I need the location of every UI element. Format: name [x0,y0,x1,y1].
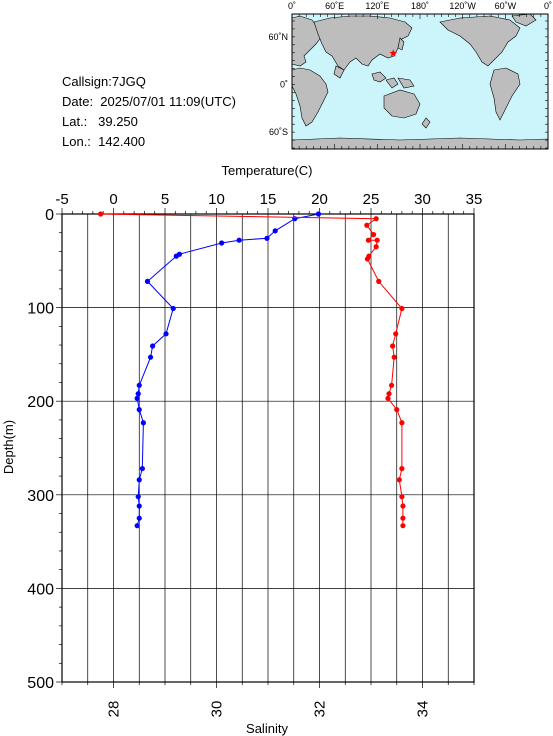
temperature-tick-label: -5 [55,191,68,208]
salinity-data-point [386,391,392,397]
salinity-ticks: 28 30 32 34 [61,682,475,718]
salinity-data-point [400,515,406,521]
temperature-data-point [136,515,142,521]
temperature-tick-label: 20 [311,191,328,208]
salinity-data-point [364,256,370,262]
temperature-profile-line [136,213,319,526]
temperature-data-point [140,420,146,426]
map-longitude-label: 60˚E [325,1,344,11]
salinity-data-point [399,420,405,426]
depth-tick-label: 0 [45,207,54,224]
map-latitude-label: 60˚N [268,32,288,42]
salinity-data-point [393,331,399,337]
temperature-data-point [134,523,140,529]
map-longitude-label: 0˚ [544,1,552,11]
depth-tick-label: 400 [27,581,54,598]
salinity-data-point [400,523,406,529]
map-tick-marks [291,14,549,149]
station-marker-icon [389,49,398,57]
latitude-text: Lat.: 39.250 [62,114,138,129]
temperature-data-point [135,494,141,500]
temperature-tick-label: 15 [260,191,277,208]
callsign-text: Callsign:7JGQ [62,74,146,89]
chart-series [98,211,406,529]
map-longitude-label: 0˚ [288,1,296,11]
salinity-data-point [374,237,380,243]
salinity-data-point [399,465,405,472]
temperature-data-point [272,228,278,234]
temperature-data-point [236,237,242,243]
temperature-tick-label: 30 [414,191,431,208]
salinity-data-point [364,222,370,228]
salinity-tick-label: 30 [209,701,226,718]
salinity-tick-label: 32 [312,701,329,718]
depth-axis-label: Depth(m) [1,420,16,474]
salinity-axis-label: Salinity [246,721,288,736]
map-longitude-label: 120˚W [449,1,476,11]
salinity-data-point [394,407,400,413]
depth-tick-label: 200 [27,394,54,411]
temperature-data-point [170,305,176,312]
temperature-data-point [219,240,225,246]
salinity-data-point [399,305,405,312]
temperature-data-point [136,382,142,388]
salinity-data-point [365,237,372,243]
salinity-data-point [373,244,379,250]
temperature-tick-label: 25 [363,191,380,208]
temperature-data-point [147,354,154,360]
salinity-data-point [389,382,395,388]
temperature-data-point [144,278,151,284]
depth-tick-label: 500 [27,675,54,692]
map-longitude-label: 180˚ [411,1,429,11]
salinity-tick-label: 28 [106,701,123,718]
map-longitude-label: 120˚E [365,1,389,11]
temperature-data-point [136,407,142,413]
salinity-tick-label: 34 [415,701,432,718]
date-text: Date: 2025/07/01 11:09(UTC) [62,94,236,109]
salinity-data-point [399,494,405,500]
temperature-data-point [135,391,141,397]
temperature-tick-label: 5 [161,191,169,208]
salinity-data-point [396,477,402,483]
map-land [291,13,549,150]
salinity-data-point [370,231,377,238]
salinity-data-point [400,503,406,509]
temperature-data-point [150,343,156,349]
station-info: Callsign:7JGQ Date: 2025/07/01 11:09(UTC… [62,72,236,152]
salinity-data-point [98,211,104,217]
salinity-data-point [376,278,382,284]
depth-ticks: 0 100 200 300 400 500 [27,207,62,692]
temperature-tick-label: 10 [208,191,225,208]
temperature-data-point [139,465,145,472]
temperature-axis-label: Temperature(C) [221,163,312,178]
temperature-data-point [134,395,140,401]
salinity-data-point [390,343,396,349]
map-latitude-label: 0˚ [280,80,288,90]
map-latitude-label: 60˚S [269,127,288,137]
depth-tick-label: 100 [27,301,54,318]
map-longitude-labels: 0˚ 60˚E 120˚E 180˚ 120˚W 60˚W 0˚ [288,1,552,11]
temperature-data-point [173,253,179,259]
temperature-tick-label: 35 [466,191,483,208]
temperature-data-point [163,331,169,337]
salinity-data-point [373,216,379,222]
temperature-ticks: -5 0 5 10 15 20 25 30 35 [55,191,482,214]
longitude-text: Lon.: 142.400 [62,134,146,149]
temperature-data-point [136,503,142,509]
temperature-data-point [136,477,142,483]
depth-tick-label: 300 [27,488,54,505]
salinity-data-point [391,354,397,360]
salinity-data-point [385,395,391,401]
chart-grid [61,213,475,683]
map-longitude-label: 60˚W [495,1,517,11]
temperature-data-point [315,211,322,217]
temperature-data-point [264,235,270,241]
temperature-tick-label: 0 [109,191,117,208]
map-latitude-labels: 60˚N 0˚ 60˚S [268,32,288,137]
